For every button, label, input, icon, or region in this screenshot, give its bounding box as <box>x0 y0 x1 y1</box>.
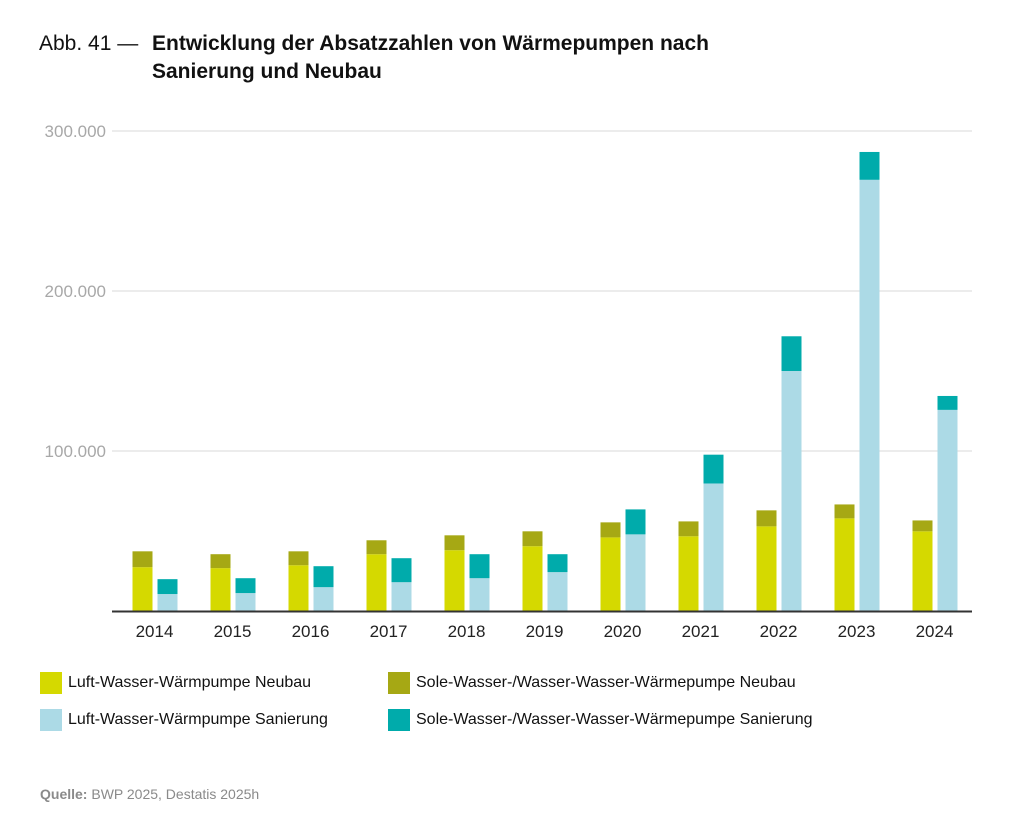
bar-sanierung-2014 <box>157 579 178 595</box>
x-tick-label: 2020 <box>604 622 642 641</box>
y-tick-label: 200.000 <box>45 282 106 301</box>
bar-neubau-2014 <box>132 567 153 611</box>
y-tick-label: 300.000 <box>45 122 106 141</box>
legend-label: Luft-Wasser-Wärmpumpe Neubau <box>68 674 312 691</box>
legend-label: Sole-Wasser-/Wasser-Wasser-Wärmepumpe Sa… <box>416 711 813 728</box>
bar-sanierung-2015 <box>235 578 256 594</box>
source-note: Quelle: BWP 2025, Destatis 2025h <box>40 786 259 802</box>
x-tick-label: 2016 <box>292 622 330 641</box>
bar-neubau-2018 <box>444 535 465 551</box>
x-tick-label: 2019 <box>526 622 564 641</box>
legend-item-sw-sanierung: Sole-Wasser-/Wasser-Wasser-Wärmepumpe Sa… <box>388 709 813 731</box>
bar-neubau-2024 <box>912 531 933 611</box>
bar-neubau-2014 <box>132 551 153 568</box>
bar-neubau-2021 <box>678 536 699 611</box>
stacked-bar-chart: 100.000 200.000 300.000 2014 2015 2016 2017 201… <box>45 122 972 641</box>
legend-swatch <box>40 672 62 694</box>
x-tick-label: 2024 <box>916 622 954 641</box>
legend-item-sw-neubau: Sole-Wasser-/Wasser-Wasser-Wärmepumpe Ne… <box>388 672 796 694</box>
bar-neubau-2020 <box>600 537 621 611</box>
bar-sanierung-2017 <box>391 558 412 583</box>
legend-swatch <box>40 709 62 731</box>
figure-number: Abb. 41 — <box>39 32 139 55</box>
y-tick-label: 100.000 <box>45 442 106 461</box>
bar-neubau-2024 <box>912 520 933 532</box>
bar-neubau-2022 <box>756 510 777 527</box>
bar-sanierung-2016 <box>313 566 334 588</box>
bar-sanierung-2020 <box>625 534 646 611</box>
x-tick-label: 2017 <box>370 622 408 641</box>
x-tick-label: 2014 <box>136 622 174 641</box>
bar-neubau-2019 <box>522 531 543 547</box>
bar-neubau-2023 <box>834 504 855 519</box>
bar-neubau-2015 <box>210 554 231 569</box>
bar-sanierung-2023 <box>859 179 880 612</box>
legend-item-lw-sanierung: Luft-Wasser-Wärmpumpe Sanierung <box>40 709 328 731</box>
bar-sanierung-2024 <box>937 395 958 410</box>
bar-sanierung-2022 <box>781 371 802 611</box>
title-text: Entwicklung der Absatzzahlen von Wärmepu… <box>152 32 709 83</box>
bar-sanierung-2022 <box>781 336 802 371</box>
bar-neubau-2021 <box>678 521 699 537</box>
bar-sanierung-2020 <box>625 509 646 535</box>
bar-sanierung-2019 <box>547 554 568 573</box>
x-tick-label: 2022 <box>760 622 798 641</box>
bar-sanierung-2018 <box>469 578 490 611</box>
bar-sanierung-2014 <box>157 594 178 611</box>
bar-neubau-2022 <box>756 526 777 611</box>
bar-neubau-2017 <box>366 554 387 611</box>
legend-item-lw-neubau: Luft-Wasser-Wärmpumpe Neubau <box>40 672 311 694</box>
bar-sanierung-2021 <box>703 483 724 611</box>
legend-swatch <box>388 672 410 694</box>
legend-swatch <box>388 709 410 731</box>
bar-sanierung-2018 <box>469 554 490 579</box>
bar-neubau-2019 <box>522 546 543 611</box>
chart-title: Abb. 41 — Entwicklung der Absatzzahlen v… <box>39 30 709 83</box>
bar-neubau-2015 <box>210 568 231 611</box>
bar-sanierung-2019 <box>547 572 568 611</box>
x-tick-label: 2023 <box>838 622 876 641</box>
bar-neubau-2018 <box>444 550 465 611</box>
x-tick-label: 2015 <box>214 622 252 641</box>
bar-sanierung-2024 <box>937 409 958 611</box>
bar-neubau-2023 <box>834 518 855 611</box>
bar-neubau-2020 <box>600 522 621 538</box>
legend-label: Sole-Wasser-/Wasser-Wasser-Wärmepumpe Ne… <box>416 674 796 691</box>
source-text: BWP 2025, Destatis 2025h <box>91 786 260 802</box>
bar-sanierung-2017 <box>391 582 412 611</box>
x-tick-label: 2018 <box>448 622 486 641</box>
legend-label: Luft-Wasser-Wärmpumpe Sanierung <box>68 711 328 728</box>
bar-sanierung-2023 <box>859 151 880 180</box>
bar-sanierung-2021 <box>703 454 724 484</box>
bar-neubau-2017 <box>366 540 387 555</box>
x-tick-label: 2021 <box>682 622 720 641</box>
bar-neubau-2016 <box>288 551 309 566</box>
bar-sanierung-2016 <box>313 587 334 611</box>
bar-neubau-2016 <box>288 565 309 611</box>
source-label: Quelle: <box>40 786 88 802</box>
bar-sanierung-2015 <box>235 593 256 611</box>
